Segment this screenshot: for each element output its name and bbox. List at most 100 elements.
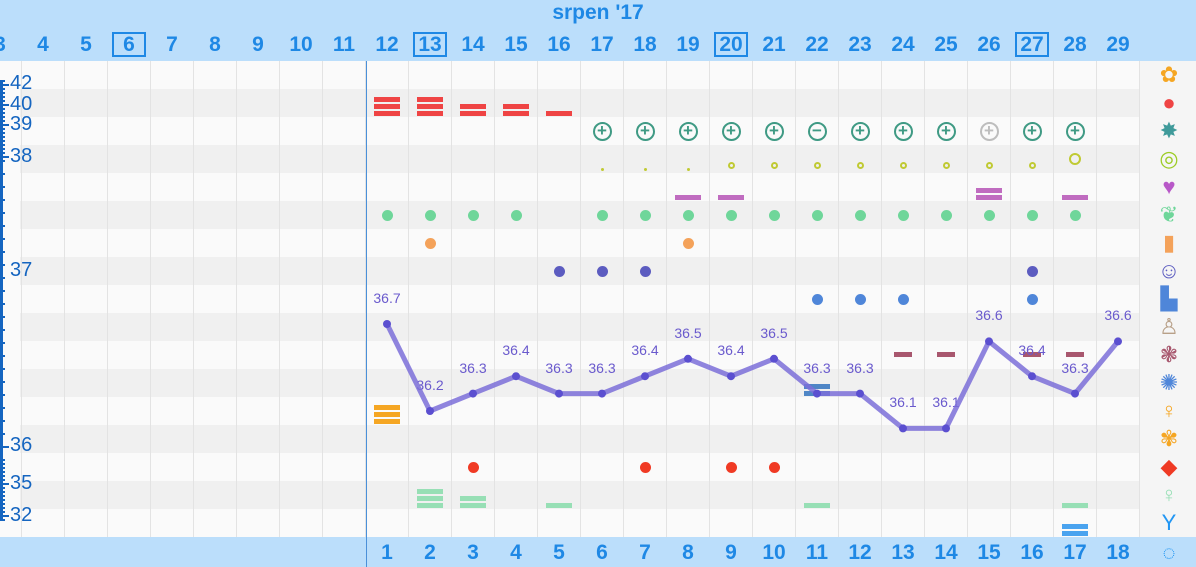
herb-dot xyxy=(725,209,737,221)
date-label[interactable]: 8 xyxy=(209,33,221,56)
cycle-day-label[interactable]: 5 xyxy=(553,541,565,564)
grid-line xyxy=(838,61,839,537)
cycle-day-label[interactable]: 2 xyxy=(424,541,436,564)
herb-dot xyxy=(682,209,694,221)
cocktail-icon[interactable]: Y xyxy=(1161,510,1177,535)
date-label[interactable]: 6 xyxy=(112,32,146,57)
y-axis-label: 38 xyxy=(10,145,33,167)
smiley-icon[interactable]: ☺ xyxy=(1157,258,1181,283)
y-axis-label: 35 xyxy=(10,472,33,494)
date-label[interactable]: 13 xyxy=(413,32,447,57)
date-label[interactable]: 20 xyxy=(714,32,748,57)
cycle-day-label[interactable]: 16 xyxy=(1020,541,1044,564)
pregnancy-check-icon[interactable]: ♙ xyxy=(1159,314,1179,339)
rings-icon[interactable]: ◎ xyxy=(1159,146,1179,171)
pill-bottle-icon[interactable]: ▮ xyxy=(1162,230,1176,255)
positive-test-icon: + xyxy=(979,121,999,141)
date-label[interactable]: 7 xyxy=(166,33,178,56)
date-label[interactable]: 9 xyxy=(252,33,264,56)
date-label[interactable]: 16 xyxy=(547,33,571,56)
date-label[interactable]: 26 xyxy=(977,33,1001,56)
date-label[interactable]: 19 xyxy=(676,33,700,56)
date-label[interactable]: 23 xyxy=(848,33,872,56)
cycle-day-label[interactable]: 15 xyxy=(977,541,1001,564)
green-bar xyxy=(417,489,443,494)
cervix-dot xyxy=(686,168,690,171)
date-label[interactable]: 22 xyxy=(805,33,829,56)
date-label[interactable]: 24 xyxy=(891,33,915,56)
date-label[interactable]: 4 xyxy=(37,33,49,56)
splash-icon[interactable]: ✸ xyxy=(1159,118,1179,143)
cycle-day-label[interactable]: 17 xyxy=(1063,541,1087,564)
date-label[interactable]: 12 xyxy=(375,33,399,56)
cycle-day-label[interactable]: 18 xyxy=(1106,541,1130,564)
date-label[interactable]: 17 xyxy=(590,33,614,56)
temperature-label: 36.6 xyxy=(1104,307,1132,324)
document-icon[interactable]: ▙ xyxy=(1160,286,1178,311)
temperature-label: 36.3 xyxy=(588,359,616,376)
cervix-ring xyxy=(1028,162,1036,169)
grid-line xyxy=(236,61,237,537)
cycle-day-label[interactable]: 13 xyxy=(891,541,915,564)
menstruation-bar xyxy=(417,111,443,116)
date-label[interactable]: 3 xyxy=(0,32,17,57)
red-dot xyxy=(639,461,651,473)
blue-bar xyxy=(1062,531,1088,536)
date-label[interactable]: 15 xyxy=(504,33,528,56)
intercourse-bar xyxy=(976,195,1002,200)
cycle-day-label[interactable]: 6 xyxy=(596,541,608,564)
blood-drop-icon[interactable]: ● xyxy=(1162,90,1176,115)
intercourse-bar xyxy=(976,188,1002,193)
intercourse-bar xyxy=(1062,195,1088,200)
date-label[interactable]: 25 xyxy=(934,33,958,56)
woman-green-icon[interactable]: ♀ xyxy=(1160,482,1178,507)
cycle-day-label[interactable]: 9 xyxy=(725,541,737,564)
chart-plot-area[interactable] xyxy=(0,61,1140,537)
date-label[interactable]: 28 xyxy=(1063,33,1087,56)
cycle-day-label[interactable]: 1 xyxy=(381,541,393,564)
blue-bar xyxy=(1062,524,1088,529)
positive-test-icon: + xyxy=(1065,121,1085,141)
date-label[interactable]: 21 xyxy=(762,33,786,56)
cycle-day-label[interactable]: 7 xyxy=(639,541,651,564)
diamond-icon[interactable]: ◆ xyxy=(1160,454,1178,479)
positive-test-icon: + xyxy=(1022,121,1042,141)
cervix-ring xyxy=(813,162,821,169)
flower-icon[interactable]: ✿ xyxy=(1159,62,1179,87)
date-label[interactable]: 18 xyxy=(633,33,657,56)
note-dot xyxy=(854,293,866,305)
sparkle-icon[interactable]: ✺ xyxy=(1159,370,1179,395)
date-label[interactable]: 14 xyxy=(461,33,485,56)
date-label[interactable]: 29 xyxy=(1106,33,1130,56)
cycle-icon[interactable]: ◌ xyxy=(1162,540,1176,565)
date-label[interactable]: 10 xyxy=(289,33,313,56)
cycle-day-label[interactable]: 12 xyxy=(848,541,872,564)
flower-check-icon[interactable]: ❃ xyxy=(1159,342,1179,367)
y-axis-bar xyxy=(0,80,3,520)
dash-mark xyxy=(1066,352,1084,357)
date-label[interactable]: 11 xyxy=(332,33,356,56)
pill-dot xyxy=(682,237,694,249)
cycle-day-label[interactable]: 3 xyxy=(467,541,479,564)
cycle-day-label[interactable]: 4 xyxy=(510,541,522,564)
y-axis-label: 39 xyxy=(10,113,33,135)
cycle-day-label[interactable]: 10 xyxy=(762,541,786,564)
flower-alert-icon[interactable]: ✾ xyxy=(1159,426,1179,451)
herb-dot xyxy=(768,209,780,221)
cycle-day-label[interactable]: 8 xyxy=(682,541,694,564)
temperature-label: 36.1 xyxy=(932,394,960,411)
temperature-label: 36.5 xyxy=(674,324,702,341)
menstruation-bar xyxy=(546,111,572,116)
cycle-day-label[interactable]: 14 xyxy=(934,541,958,564)
date-label[interactable]: 5 xyxy=(80,33,92,56)
positive-test-icon: + xyxy=(592,121,612,141)
cervix-ring xyxy=(727,162,735,169)
woman-orange-icon[interactable]: ♀ xyxy=(1160,398,1178,423)
cervix-ring-large xyxy=(1069,153,1081,165)
cycle-day-label[interactable]: 11 xyxy=(805,541,829,564)
leaf-icon[interactable]: ❦ xyxy=(1159,202,1179,227)
menstruation-bar xyxy=(374,97,400,102)
heart-icon[interactable]: ♥ xyxy=(1162,174,1176,199)
date-label[interactable]: 27 xyxy=(1015,32,1049,57)
herb-dot xyxy=(596,209,608,221)
